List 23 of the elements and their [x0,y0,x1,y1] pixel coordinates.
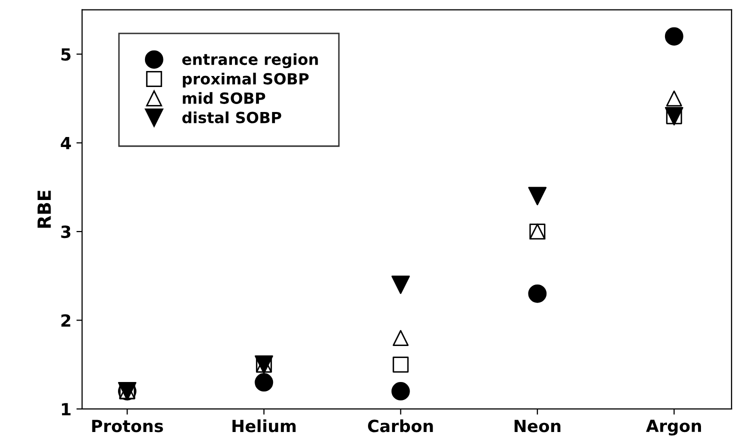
point [391,382,410,400]
x-tick-label: Helium [232,419,296,432]
x-tick-label: Neon [514,420,560,432]
x-tick-label: Argon [646,420,701,436]
y-tick-label: 1 [62,403,71,416]
point [254,373,274,392]
point [664,27,684,46]
point [528,186,547,206]
point [391,276,410,294]
legend-label: entrance region [182,53,318,68]
y-tick-label: 4 [60,137,71,150]
y-tick-label: 3 [61,226,70,238]
y-tick-label: 5 [61,48,71,61]
point [392,330,409,346]
y-axis-title: RBE [38,190,51,228]
x-tick-label: Carbon [368,419,433,432]
legend-label: mid SOBP [182,92,266,104]
legend-label: distal SOBP [182,111,282,124]
x-tick-label: Protons [92,420,163,432]
y-tick-label: 2 [61,314,70,327]
point [666,90,682,106]
point [528,284,547,303]
legend-label: proximal SOBP [182,72,309,88]
